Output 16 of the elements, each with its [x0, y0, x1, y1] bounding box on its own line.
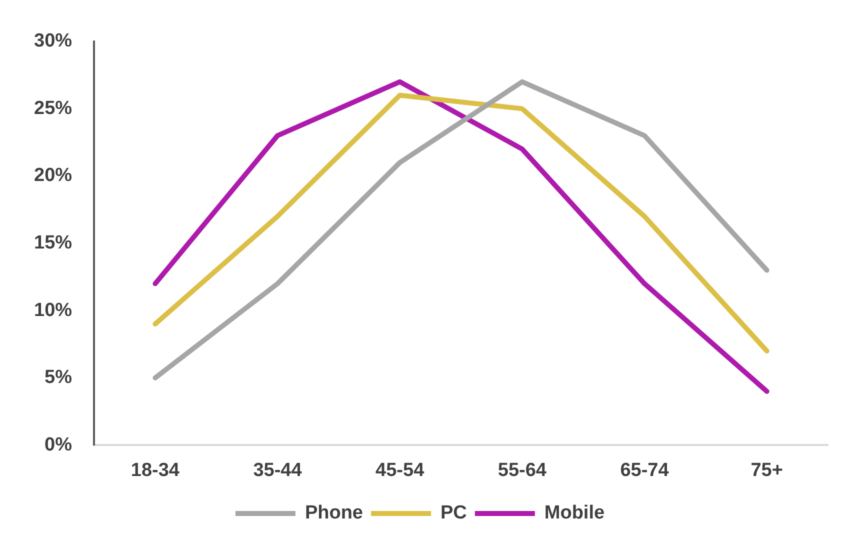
y-tick-label: 5%	[44, 367, 72, 388]
x-tick-label: 45-54	[376, 460, 425, 481]
x-tick-label: 65-74	[620, 460, 670, 481]
y-tick-label: 0%	[44, 434, 72, 456]
y-tick-label: 15%	[34, 232, 72, 254]
y-tick-label: 20%	[34, 165, 72, 186]
x-tick-label: 18-34	[130, 460, 180, 481]
x-tick-label: 55-64	[498, 460, 547, 481]
y-tick-label: 10%	[34, 300, 72, 321]
y-tick-label: 30%	[34, 30, 72, 52]
legend-label: Phone	[304, 502, 364, 524]
y-tick-label: 25%	[34, 98, 72, 119]
legend-label: PC	[440, 502, 468, 524]
x-tick-label: 75+	[750, 460, 783, 481]
legend-label: Mobile	[544, 502, 605, 524]
x-tick-label: 35-44	[253, 460, 302, 481]
